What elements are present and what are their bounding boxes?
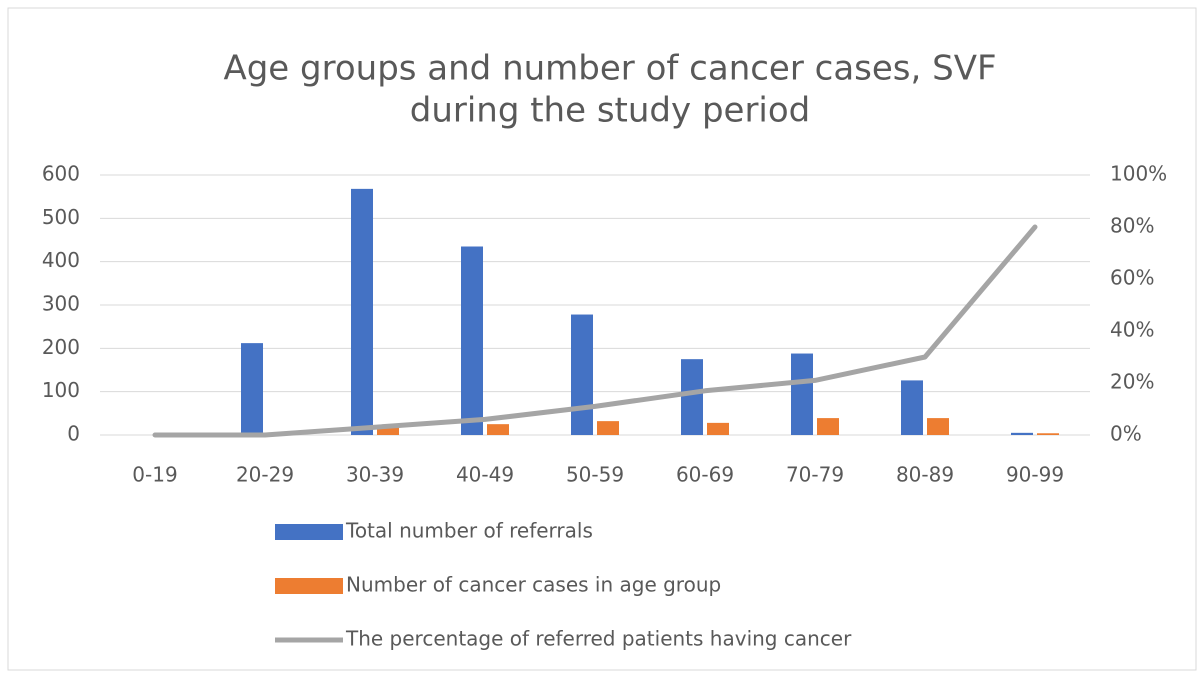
x-tick-label: 20-29 [236,463,294,487]
y2-tick-label: 20% [1110,370,1154,394]
bar [487,424,509,435]
y-tick-label: 200 [42,335,80,359]
x-tick-label: 70-79 [786,463,844,487]
legend-label: The percentage of referred patients havi… [345,627,852,651]
line-series [152,224,1038,438]
chart-title: Age groups and number of cancer cases, S… [223,49,996,89]
y-tick-label: 600 [42,162,80,186]
chart-title: during the study period [410,91,811,131]
y-tick-label: 100 [42,378,80,402]
y2-tick-label: 40% [1110,318,1154,342]
bar [597,421,619,435]
x-tick-label: 50-59 [566,463,624,487]
legend-swatch [275,524,343,540]
bar [1011,432,1033,435]
bar [681,359,703,435]
y2-tick-label: 0% [1110,422,1142,446]
y-tick-label: 0 [67,422,80,446]
bar [791,353,813,435]
y2-tick-label: 100% [1110,162,1167,186]
x-tick-label: 30-39 [346,463,404,487]
bar [351,188,373,435]
bar [901,380,923,435]
y-tick-label: 300 [42,292,80,316]
y2-tick-label: 60% [1110,266,1154,290]
y2-tick-label: 80% [1110,214,1154,238]
bar [571,314,593,435]
x-tick-label: 0-19 [132,463,177,487]
bar [461,246,483,435]
legend-label: Total number of referrals [345,519,593,543]
bar [377,427,399,435]
bar [817,418,839,435]
x-tick-label: 80-89 [896,463,954,487]
legend-label: Number of cancer cases in age group [346,573,721,597]
x-tick-label: 90-99 [1006,463,1064,487]
bar [707,422,729,435]
legend-swatch [275,578,343,594]
y-tick-label: 500 [42,205,80,229]
y-tick-label: 400 [42,248,80,272]
x-tick-label: 40-49 [456,463,514,487]
chart-border [7,7,1197,671]
bar [1037,433,1059,435]
bar [241,343,263,435]
x-tick-label: 60-69 [676,463,734,487]
bar [927,418,949,435]
